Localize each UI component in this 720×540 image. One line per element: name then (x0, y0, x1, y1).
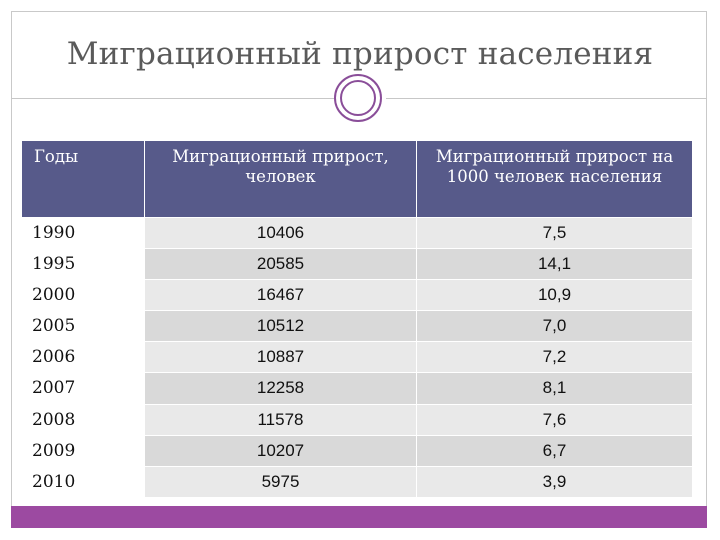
migration-table: Годы Миграционный прирост, человек Мигра… (22, 141, 692, 497)
people-cell: 5975 (144, 466, 416, 497)
people-cell: 10512 (144, 311, 416, 342)
header-migration-people: Миграционный прирост, человек (144, 141, 416, 217)
people-cell: 11578 (144, 404, 416, 435)
people-cell: 10406 (144, 218, 416, 249)
per-1000-cell: 7,5 (416, 218, 692, 249)
year-cell: 2006 (22, 342, 144, 373)
table-row: 2005 10512 7,0 (22, 310, 692, 342)
year-cell: 2009 (22, 435, 144, 466)
table-row: 2009 10207 6,7 (22, 434, 692, 466)
bottom-accent-bar (11, 506, 707, 528)
year-cell: 1995 (22, 249, 144, 280)
year-cell: 2008 (22, 404, 144, 435)
people-cell: 20585 (144, 249, 416, 280)
people-cell: 10207 (144, 435, 416, 466)
per-1000-cell: 14,1 (416, 249, 692, 280)
per-1000-cell: 10,9 (416, 280, 692, 311)
table-row: 2008 11578 7,6 (22, 403, 692, 435)
table-body: 1990 10406 7,5 1995 20585 14,1 2000 16467 10,9 20… (22, 217, 692, 497)
table-row: 1990 10406 7,5 (22, 217, 692, 249)
circle-ornament-inner-icon (340, 80, 376, 116)
header-migration-per-1000: Миграционный прирост на 1000 человек нас… (416, 141, 692, 217)
people-cell: 10887 (144, 342, 416, 373)
year-cell: 2005 (22, 311, 144, 342)
title-divider-left (11, 98, 334, 99)
header-years: Годы (34, 147, 79, 166)
per-1000-cell: 3,9 (416, 466, 692, 497)
per-1000-cell: 7,6 (416, 404, 692, 435)
table-row: 2000 16467 10,9 (22, 279, 692, 311)
table-row: 2007 12258 8,1 (22, 372, 692, 404)
people-cell: 16467 (144, 280, 416, 311)
per-1000-cell: 6,7 (416, 435, 692, 466)
table-header: Годы Миграционный прирост, человек Мигра… (22, 141, 692, 217)
per-1000-cell: 8,1 (416, 373, 692, 404)
table-row: 2006 10887 7,2 (22, 341, 692, 373)
table-row: 1995 20585 14,1 (22, 248, 692, 280)
per-1000-cell: 7,2 (416, 342, 692, 373)
slide-title: Миграционный прирост населения (66, 36, 654, 72)
year-cell: 2007 (22, 373, 144, 404)
year-cell: 1990 (22, 218, 144, 249)
year-cell: 2010 (22, 466, 144, 497)
table-row: 2010 5975 3,9 (22, 465, 692, 497)
people-cell: 12258 (144, 373, 416, 404)
title-divider-right (386, 98, 707, 99)
per-1000-cell: 7,0 (416, 311, 692, 342)
year-cell: 2000 (22, 280, 144, 311)
